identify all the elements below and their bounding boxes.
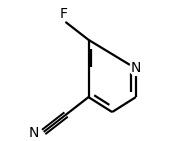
Text: N: N [28,126,39,140]
Text: N: N [131,61,141,75]
Text: F: F [60,7,68,21]
